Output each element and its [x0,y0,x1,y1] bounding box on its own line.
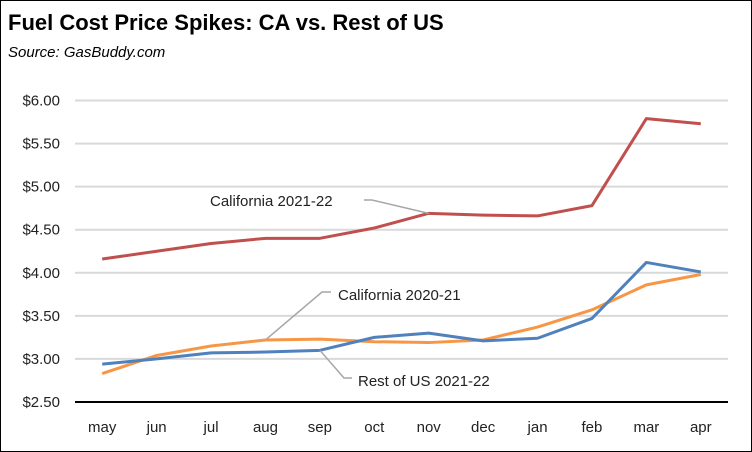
x-tick-label: dec [471,419,496,436]
y-tick-label: $5.00 [22,179,60,196]
x-tick-label: jun [146,419,167,436]
y-tick-label: $3.50 [22,308,60,325]
x-tick-label: may [88,419,117,436]
x-tick-label: nov [417,419,442,436]
annotation-leader-line [364,199,429,215]
x-tick-label: apr [690,419,712,436]
y-tick-label: $5.50 [22,136,60,153]
y-tick-label: $4.00 [22,265,60,282]
annotation-label: California 2020-21 [338,287,461,304]
x-tick-label: mar [633,419,659,436]
x-tick-label: jul [203,419,219,436]
chart-subtitle: Source: GasBuddy.com [8,44,165,61]
x-tick-label: sep [308,419,332,436]
annotation-label: California 2021-22 [210,193,333,210]
series-line-california-2021-22 [101,117,701,261]
x-tick-label: aug [253,419,278,436]
x-tick-label: oct [364,419,385,436]
chart-title: Fuel Cost Price Spikes: CA vs. Rest of U… [8,10,444,35]
y-tick-label: $3.00 [22,351,60,368]
y-tick-label: $6.00 [22,93,60,110]
series-line-rest-of-us-2021-22 [102,260,702,366]
y-tick-label: $4.50 [22,222,60,239]
annotation-leader-line [264,291,331,341]
x-tick-label: feb [582,419,603,436]
x-tick-label: jan [527,419,548,436]
annotation-label: Rest of US 2021-22 [358,373,490,390]
series-line-california-2020-21 [101,273,702,375]
annotation-leader-line [319,349,352,379]
y-tick-label: $2.50 [22,394,60,411]
